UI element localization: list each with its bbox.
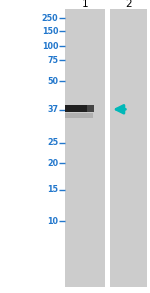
Bar [110,9,147,287]
Bar [65,113,93,118]
Bar [87,105,94,112]
Text: 37: 37 [48,105,58,114]
Text: 250: 250 [42,14,58,23]
Text: 150: 150 [42,27,58,36]
Text: 1: 1 [82,0,88,9]
Bar [65,9,105,287]
Text: 75: 75 [48,56,58,64]
Text: 50: 50 [48,77,58,86]
Text: 20: 20 [47,159,58,168]
Bar [65,105,94,112]
Text: 10: 10 [48,217,58,226]
Text: 15: 15 [48,185,58,194]
Text: 2: 2 [125,0,132,9]
Text: 25: 25 [47,139,58,147]
Text: 100: 100 [42,42,58,51]
